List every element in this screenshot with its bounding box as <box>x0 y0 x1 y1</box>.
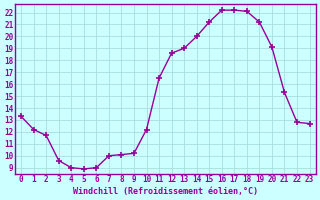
X-axis label: Windchill (Refroidissement éolien,°C): Windchill (Refroidissement éolien,°C) <box>73 187 258 196</box>
